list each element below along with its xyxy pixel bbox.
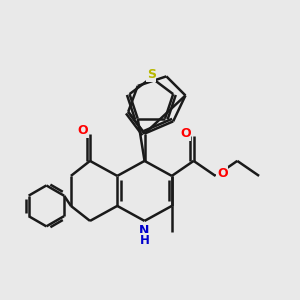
Text: H: H: [140, 234, 149, 247]
Text: O: O: [78, 124, 88, 137]
Text: O: O: [180, 127, 191, 140]
Text: O: O: [217, 167, 228, 180]
Text: S: S: [147, 68, 156, 82]
Text: N: N: [140, 224, 150, 237]
